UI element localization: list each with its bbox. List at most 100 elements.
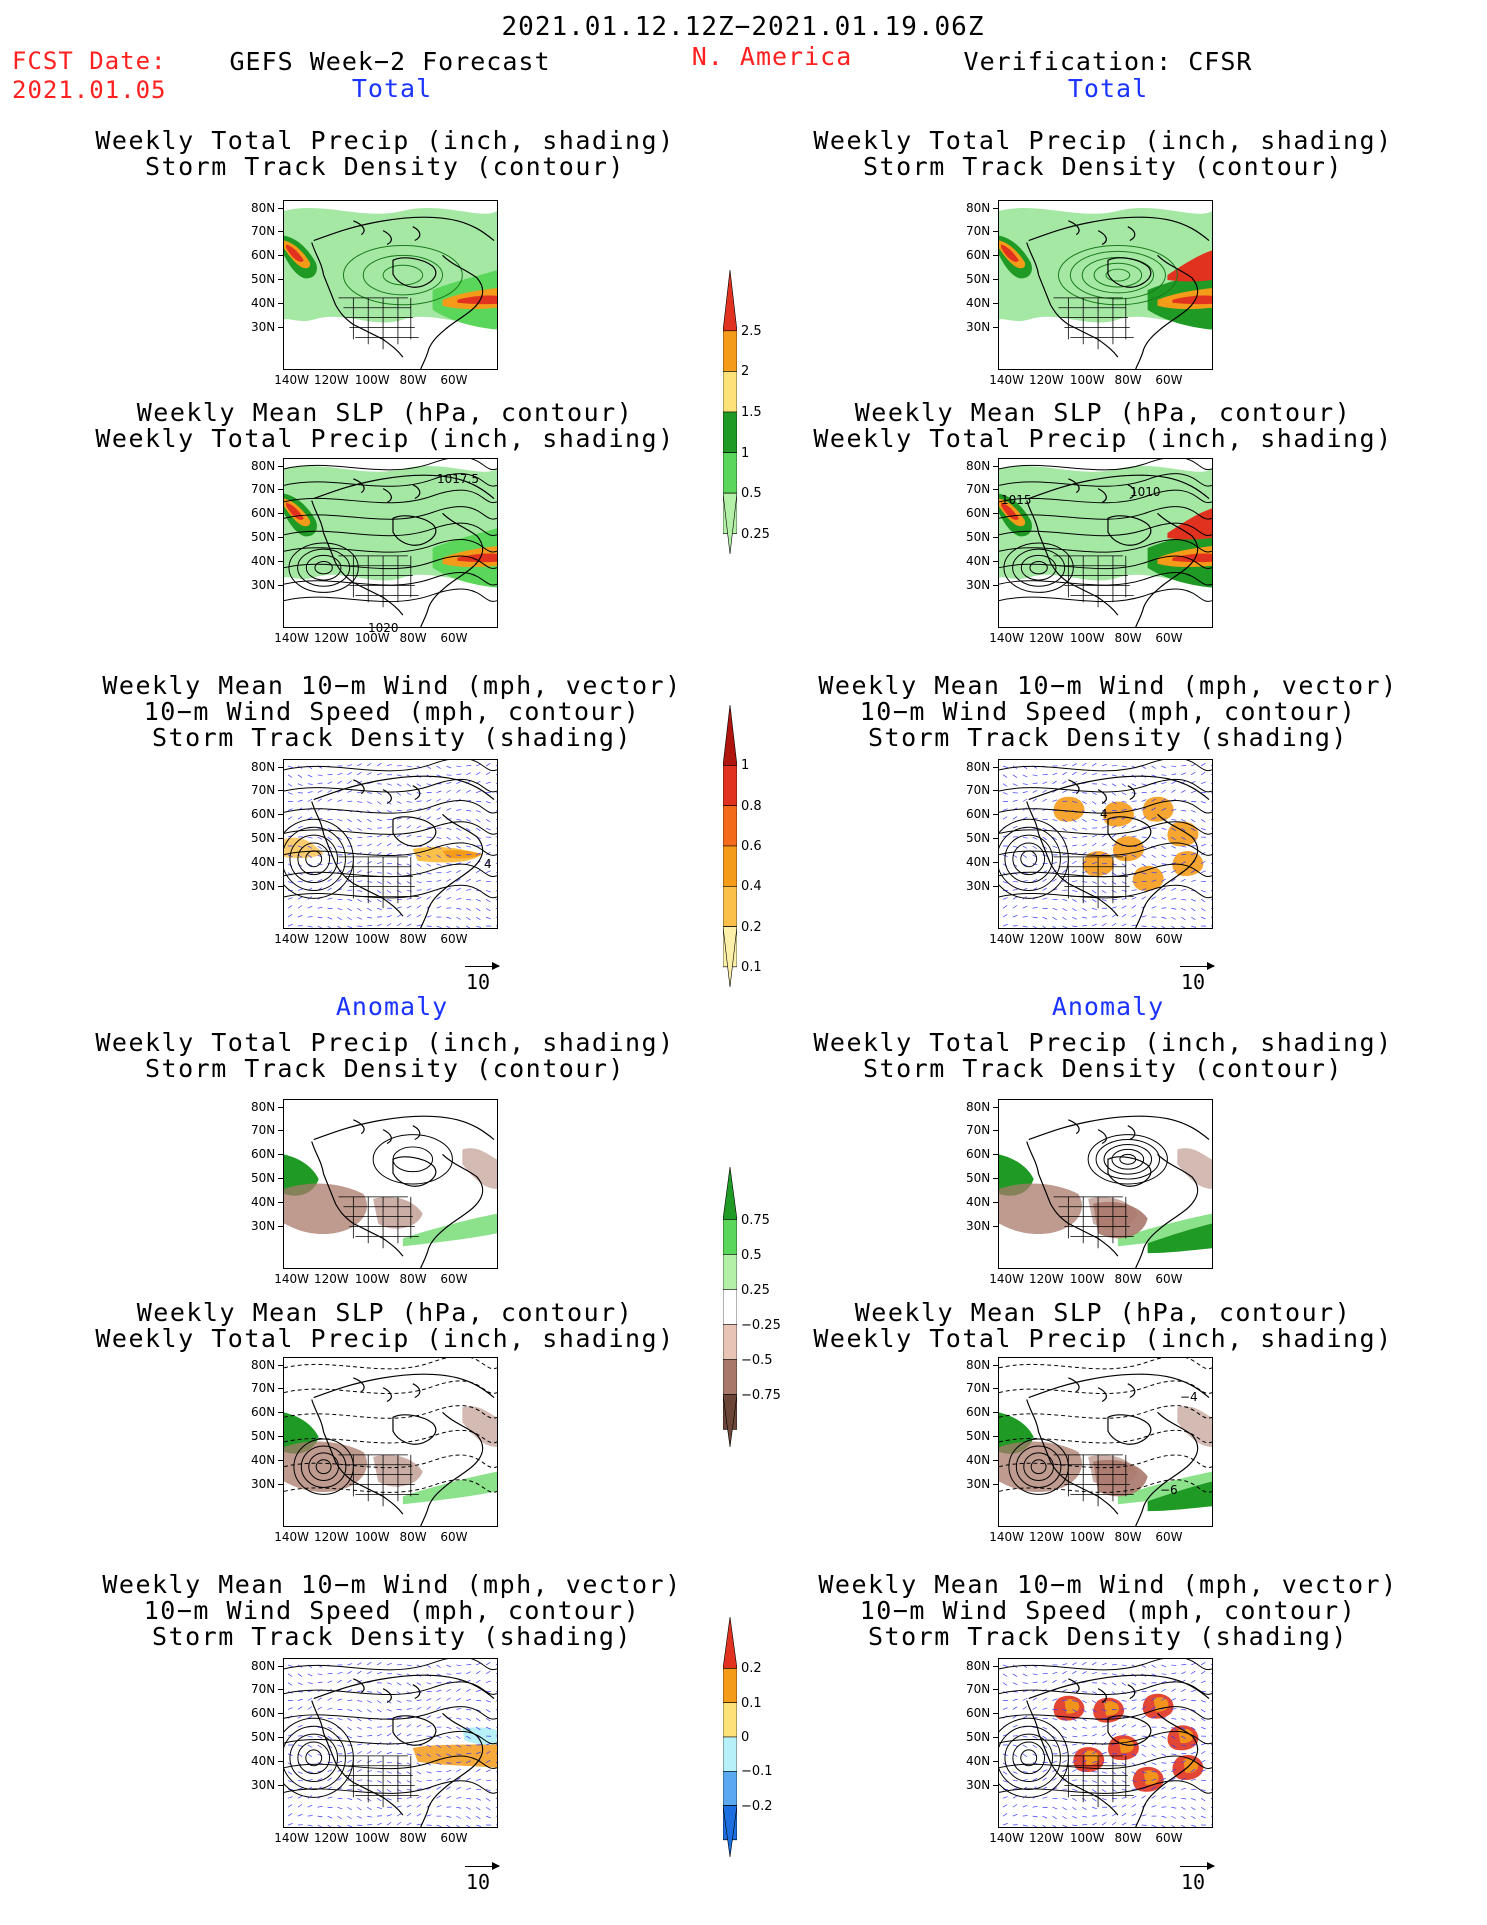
wind-vector [1151,807,1156,811]
wind-vector [1191,1718,1196,1722]
lat-tick [993,1201,999,1203]
title-line: Weekly Total Precip (inch, shading) [95,126,675,155]
lat-tick [278,584,284,586]
wind-vector [396,792,402,796]
wind-vector [367,843,372,847]
lat-label: 70N [251,1381,276,1396]
wind-vector [337,925,342,928]
wind-vector [386,826,392,829]
wind-vector [367,916,373,919]
wind-vector [1141,807,1146,811]
lat-label: 40N [251,295,276,310]
lat-label: 60N [966,506,991,521]
wind-vector [1171,1708,1177,1710]
lat-label: 30N [251,1777,276,1792]
wind-vector [337,861,343,865]
wind-vector [1200,1815,1206,1819]
wind-vector [436,1697,441,1701]
wind-vector [297,905,303,909]
wind-vector [1091,834,1097,838]
wind-vector [307,816,313,820]
wind-vector [376,1709,382,1713]
wind-vector [416,854,422,858]
wind-vector [1131,896,1137,900]
wind-vector [1210,881,1212,883]
wind-vector [1022,783,1028,785]
contour-line [999,1706,1212,1720]
contour-line [999,522,1212,537]
title-line: 10−m Wind Speed (mph, contour) [859,1596,1357,1625]
wind-vector [466,853,472,856]
wind-vector [456,1744,461,1748]
wind-vector [406,765,412,768]
wind-vector [1210,1735,1212,1737]
wind-vector [297,799,303,802]
wind-vector [446,1796,452,1799]
hudson-bay [1107,1715,1152,1746]
lon-label: 80W [1114,1272,1142,1286]
wind-vector [495,1780,497,1782]
wind-vector [416,1788,422,1790]
lon-label: 120W [313,631,349,645]
wind-vector [1091,1691,1097,1694]
wind-vector [446,827,452,830]
wind-vector [317,879,323,882]
lat-tick [278,1713,284,1715]
lat-tick [278,489,284,491]
wind-vector [317,916,323,919]
title-line: Weekly Mean SLP (hPa, contour) [854,398,1352,427]
wind-vector [1200,1759,1206,1764]
wind-vector [317,906,323,909]
contour-line [999,760,1212,772]
contour-line [288,542,359,593]
wind-vector [456,1777,461,1781]
wind-vector [1052,845,1058,849]
contour-line [999,863,1212,878]
wind-vector [1082,1726,1088,1729]
wind-vector [436,1664,441,1668]
wind-vector [1062,1726,1067,1731]
wind-vector [1062,1824,1068,1827]
coastline [1026,500,1119,616]
contour-line [1093,262,1143,288]
contour-line [999,539,1212,553]
contour-line [999,1454,1212,1469]
wind-vector [1161,1664,1167,1668]
wind-vector [446,789,451,793]
lon-label: 60W [440,1530,468,1544]
wind-vector [317,1735,323,1739]
hudson-bay [392,1414,437,1445]
wind-vector [1091,881,1097,884]
wind-vector [1042,1726,1048,1730]
title-fcst-anom-precip-storm: Weekly Total Precip (inch, shading) Storm… [95,1030,674,1082]
wind-vector [297,1698,303,1701]
wind-vector [1072,1779,1078,1781]
wind-vector [456,1797,462,1799]
wind-vector [1032,782,1038,785]
wind-vector [327,887,333,891]
wind-vector [1141,854,1146,858]
wind-vector [1210,1752,1212,1755]
wind-vector [1151,1778,1157,1781]
wind-vector [1022,880,1028,882]
lon-label: 140W [274,373,309,387]
coastline [1026,801,1119,917]
colorbar-label: 0.2 [741,1661,762,1677]
wind-vector [1032,1744,1037,1749]
wind-vector [1191,1768,1196,1772]
lon-label: 120W [1028,373,1064,387]
wind-vector [1072,827,1077,831]
wind-vector [297,1724,303,1728]
wind-vector [396,1724,402,1728]
map-canvas [284,1358,497,1526]
wind-vector [367,1681,373,1684]
wind-vector [1042,1707,1048,1710]
wind-vector [1191,1806,1196,1811]
wind-vector [446,1673,452,1675]
wind-vector [1200,1769,1206,1772]
wind-vector [436,790,442,793]
wind-vector [1072,1769,1077,1772]
contour-line [999,1725,1061,1790]
wind-vector [1161,1697,1166,1701]
wind-vector [1072,1751,1077,1755]
